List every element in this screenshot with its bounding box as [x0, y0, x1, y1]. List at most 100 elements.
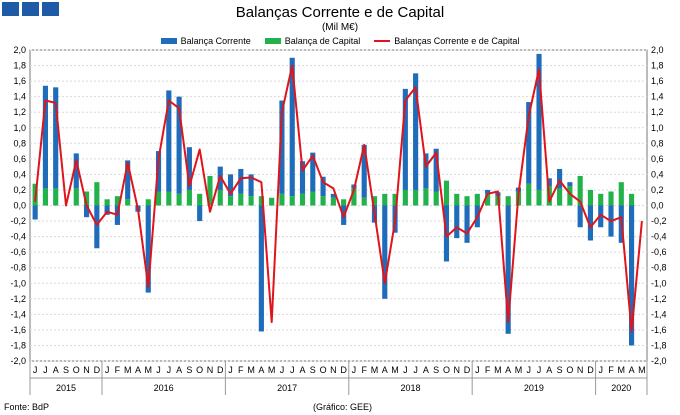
bar-capital	[567, 186, 573, 206]
bar-capital	[413, 189, 419, 206]
legend-label-corrente: Balança Corrente	[180, 36, 251, 46]
x-tick-label: A	[300, 365, 306, 375]
bar-capital	[433, 191, 439, 206]
bar-corrente	[382, 205, 388, 299]
bar-corrente	[155, 151, 162, 192]
x-tick-label: S	[310, 365, 316, 375]
x-tick-label: J	[105, 365, 110, 375]
legend-label-total: Balanças Corrente e de Capital	[394, 36, 520, 46]
bar-corrente	[166, 90, 172, 192]
bar-corrente	[186, 147, 192, 190]
bar-capital	[166, 191, 172, 206]
y-tick-label-left: 1,4	[13, 92, 26, 102]
bar-capital	[73, 188, 79, 206]
y-tick-label-right: -0,4	[651, 232, 667, 242]
bar-capital	[258, 196, 264, 206]
bar-corrente	[279, 100, 285, 194]
bar-capital	[618, 182, 624, 206]
x-tick-label: M	[494, 365, 502, 375]
x-tick-label: J	[43, 365, 48, 375]
logo	[2, 2, 59, 16]
y-tick-label-right: -1,8	[651, 340, 667, 350]
bar-corrente	[248, 174, 254, 197]
bar-capital	[125, 199, 131, 206]
x-tick-label: A	[629, 365, 635, 375]
bar-corrente	[73, 153, 79, 189]
graph-credit: (Gráfico: GEE)	[313, 402, 373, 412]
y-tick-label-left: 0,2	[13, 185, 26, 195]
x-tick-label: O	[566, 365, 573, 375]
bar-capital	[83, 191, 90, 206]
x-tick-label: S	[186, 365, 192, 375]
x-tick-label: A	[53, 365, 59, 375]
bar-corrente	[587, 205, 594, 241]
bar-capital	[269, 197, 275, 206]
y-tick-label-right: 1,8	[651, 61, 664, 71]
x-tick-label: N	[207, 365, 214, 375]
y-tick-label-left: -1,6	[10, 325, 26, 335]
bar-corrente	[176, 96, 182, 194]
chart-subtitle: (Mil M€)	[321, 22, 359, 33]
bar-capital	[186, 189, 192, 206]
x-tick-label: O	[443, 365, 450, 375]
y-tick-label-left: 0,6	[13, 154, 26, 164]
bar-corrente	[536, 53, 542, 190]
x-tick-label: M	[145, 365, 153, 375]
x-tick-label: M	[515, 365, 523, 375]
x-tick-label: D	[340, 365, 347, 375]
x-tick-label: O	[196, 365, 203, 375]
x-tick-label: J	[537, 365, 542, 375]
bar-corrente	[485, 189, 491, 194]
line-total	[34, 64, 643, 333]
y-tick-label-left: 0,0	[13, 201, 26, 211]
x-tick-label: A	[423, 365, 429, 375]
x-tick-label: J	[413, 365, 418, 375]
bar-capital	[629, 193, 635, 206]
bar-corrente	[227, 174, 234, 197]
legend-item-total: Balanças Corrente e de Capital	[374, 36, 519, 46]
bar-corrente	[567, 182, 573, 187]
y-tick-label-left: 1,0	[13, 123, 26, 133]
bar-corrente	[258, 205, 264, 332]
bar-capital	[53, 188, 59, 206]
x-tick-label: N	[454, 365, 461, 375]
bar-capital	[382, 193, 388, 206]
bar-capital	[371, 196, 378, 206]
bar-corrente	[94, 205, 100, 249]
x-tick-label: M	[247, 365, 255, 375]
bar-capital	[320, 196, 326, 206]
year-label: 2018	[400, 383, 420, 393]
year-label: 2020	[611, 383, 631, 393]
x-tick-label: F	[608, 365, 614, 375]
x-tick-label: J	[352, 365, 357, 375]
bar-capital	[207, 175, 213, 206]
y-tick-label-left: -0,6	[10, 247, 26, 257]
y-tick-label-right: -2,0	[651, 356, 667, 366]
y-tick-label-left: -1,0	[10, 278, 26, 288]
logo-square	[42, 2, 59, 16]
x-tick-label: O	[73, 365, 80, 375]
bar-capital	[577, 175, 583, 206]
bar-capital	[454, 193, 460, 206]
logo-square	[22, 2, 39, 16]
year-label: 2016	[154, 383, 174, 393]
x-tick-label: M	[618, 365, 626, 375]
y-tick-label-right: -1,6	[651, 325, 667, 335]
bar-capital	[526, 183, 532, 206]
y-tick-label-right: -1,0	[651, 278, 667, 288]
bar-capital	[474, 193, 480, 206]
bar-capital	[310, 191, 316, 206]
x-tick-label: A	[505, 365, 511, 375]
bar-capital	[351, 188, 357, 206]
legend-item-capital: Balança de Capital	[264, 36, 360, 46]
x-tick-label: M	[268, 365, 276, 375]
bar-capital	[392, 193, 398, 206]
y-tick-label-right: 0,6	[651, 154, 664, 164]
y-tick-label-left: -0,8	[10, 263, 26, 273]
bar-corrente	[32, 205, 38, 220]
x-tick-label: D	[587, 365, 594, 375]
bar-capital	[557, 188, 563, 206]
bar-corrente	[197, 205, 203, 222]
x-tick-label: F	[485, 365, 491, 375]
